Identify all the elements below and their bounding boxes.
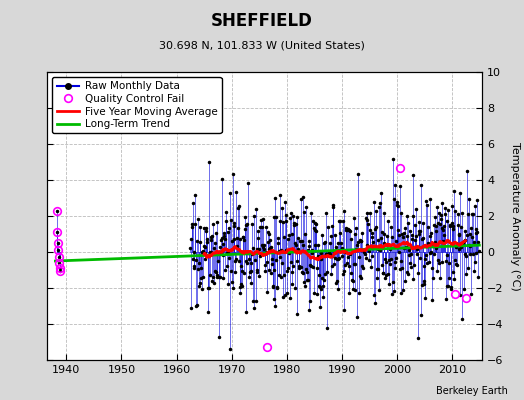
Legend: Raw Monthly Data, Quality Control Fail, Five Year Moving Average, Long-Term Tren: Raw Monthly Data, Quality Control Fail, … <box>52 77 222 133</box>
Y-axis label: Temperature Anomaly (°C): Temperature Anomaly (°C) <box>510 142 520 290</box>
Text: 30.698 N, 101.833 W (United States): 30.698 N, 101.833 W (United States) <box>159 40 365 50</box>
Text: SHEFFIELD: SHEFFIELD <box>211 12 313 30</box>
Text: Berkeley Earth: Berkeley Earth <box>436 386 508 396</box>
